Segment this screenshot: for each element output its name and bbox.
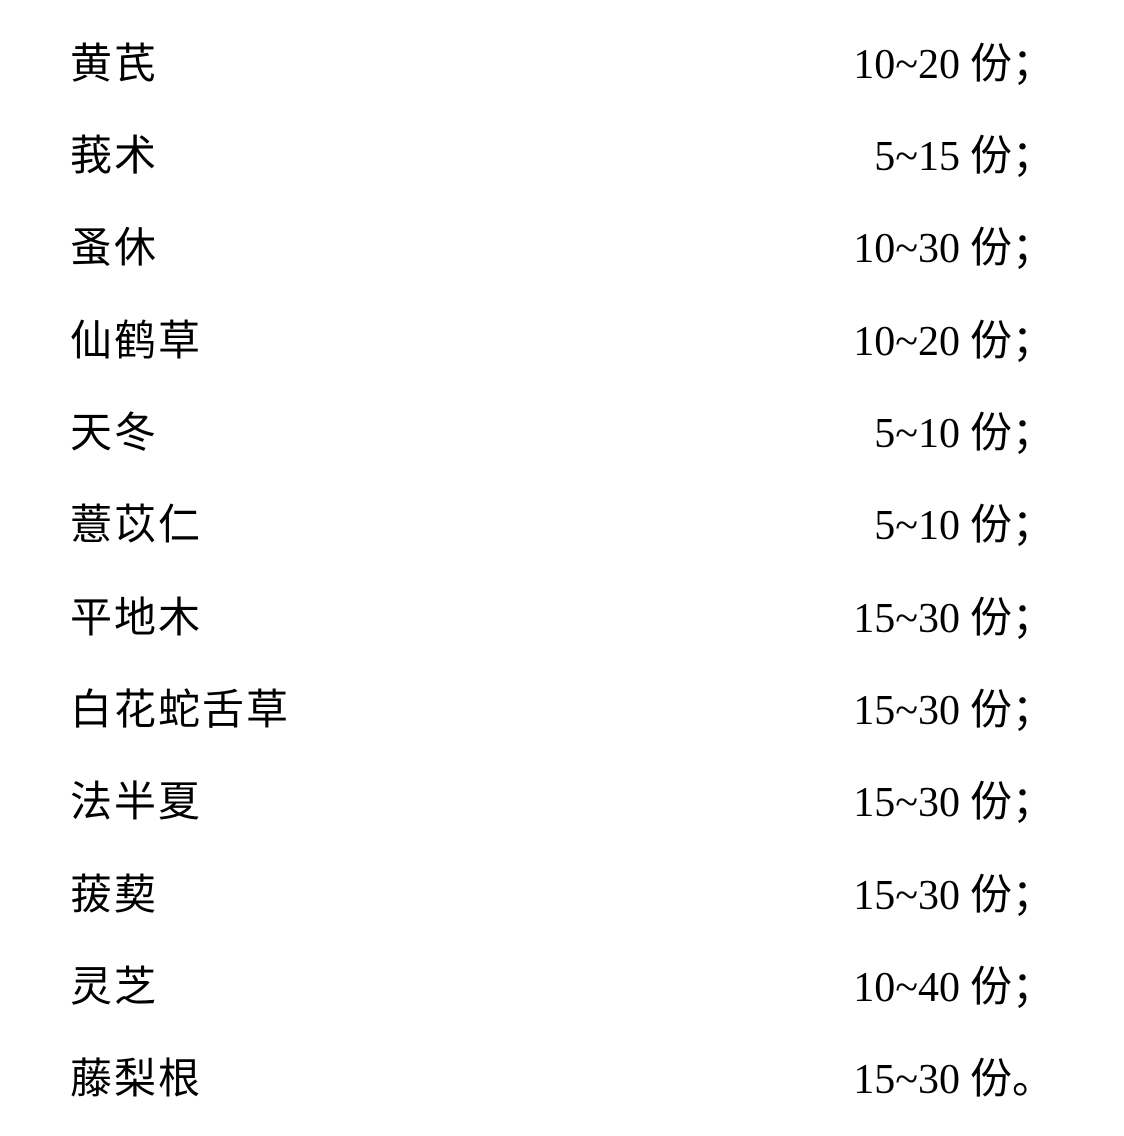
ingredient-unit: 份 [970,768,1012,829]
ingredients-list: 黄芪 10~20 份 ； 莪术 5~15 份 ； 蚤休 10~30 份 ； 仙鹤… [0,0,1124,1136]
ingredient-unit: 份 [970,676,1012,737]
ingredient-name: 灵芝 [70,953,158,1014]
ingredient-name: 法半夏 [70,768,202,829]
value-wrap: 10~30 份 ； [158,214,1054,275]
ingredient-unit: 份 [970,953,1012,1014]
value-wrap: 10~20 份 ； [158,30,1054,91]
ingredient-value: 5~10 [874,502,960,550]
row-punct: ； [1012,676,1054,737]
ingredient-unit: 份 [970,1045,1012,1106]
ingredient-value: 10~30 [853,225,960,273]
list-row: 白花蛇舌草 15~30 份 ； [70,667,1054,747]
value-wrap: 15~30 份 ； [158,861,1054,922]
value-wrap: 5~15 份 ； [158,122,1054,183]
ingredient-name: 平地木 [70,584,202,645]
value-wrap: 15~30 份 ； [202,768,1054,829]
row-punct: ； [1012,768,1054,829]
ingredient-value: 15~30 [853,779,960,827]
ingredient-value: 10~20 [853,318,960,366]
row-punct: ； [1012,861,1054,922]
ingredient-value: 15~30 [853,687,960,735]
row-punct: ； [1012,584,1054,645]
ingredient-unit: 份 [970,122,1012,183]
ingredient-unit: 份 [970,214,1012,275]
value-wrap: 5~10 份 ； [202,491,1054,552]
value-wrap: 5~10 份 ； [158,399,1054,460]
ingredient-name: 藤梨根 [70,1045,202,1106]
value-wrap: 15~30 份 。 [202,1045,1054,1106]
list-row: 莪术 5~15 份 ； [70,112,1054,192]
ingredient-value: 5~15 [874,133,960,181]
ingredient-value: 15~30 [853,872,960,920]
ingredient-value: 15~30 [853,1056,960,1104]
list-row: 平地木 15~30 份 ； [70,574,1054,654]
ingredient-name: 天冬 [70,399,158,460]
ingredient-name: 仙鹤草 [70,307,202,368]
list-row: 仙鹤草 10~20 份 ； [70,297,1054,377]
row-punct: ； [1012,214,1054,275]
row-punct: ； [1012,399,1054,460]
list-row: 天冬 5~10 份 ； [70,389,1054,469]
ingredient-name: 菝葜 [70,861,158,922]
ingredient-unit: 份 [970,30,1012,91]
ingredient-value: 5~10 [874,410,960,458]
ingredient-value: 10~40 [853,964,960,1012]
row-punct: ； [1012,491,1054,552]
list-row: 薏苡仁 5~10 份 ； [70,482,1054,562]
value-wrap: 15~30 份 ； [202,584,1054,645]
ingredient-value: 15~30 [853,595,960,643]
ingredient-unit: 份 [970,491,1012,552]
list-row: 菝葜 15~30 份 ； [70,851,1054,931]
list-row: 蚤休 10~30 份 ； [70,205,1054,285]
ingredient-name: 黄芪 [70,30,158,91]
row-punct: ； [1012,122,1054,183]
ingredient-name: 薏苡仁 [70,491,202,552]
value-wrap: 10~40 份 ； [158,953,1054,1014]
row-punct: ； [1012,953,1054,1014]
list-row: 法半夏 15~30 份 ； [70,759,1054,839]
row-punct: ； [1012,307,1054,368]
list-row: 藤梨根 15~30 份 。 [70,1036,1054,1116]
ingredient-value: 10~20 [853,41,960,89]
value-wrap: 15~30 份 ； [290,676,1054,737]
list-row: 灵芝 10~40 份 ； [70,944,1054,1024]
list-row: 黄芪 10~20 份 ； [70,20,1054,100]
ingredient-unit: 份 [970,307,1012,368]
ingredient-unit: 份 [970,861,1012,922]
value-wrap: 10~20 份 ； [202,307,1054,368]
row-punct: ； [1012,30,1054,91]
row-punct: 。 [1012,1045,1054,1106]
ingredient-name: 莪术 [70,122,158,183]
ingredient-unit: 份 [970,584,1012,645]
ingredient-name: 蚤休 [70,214,158,275]
ingredient-unit: 份 [970,399,1012,460]
ingredient-name: 白花蛇舌草 [70,676,290,737]
